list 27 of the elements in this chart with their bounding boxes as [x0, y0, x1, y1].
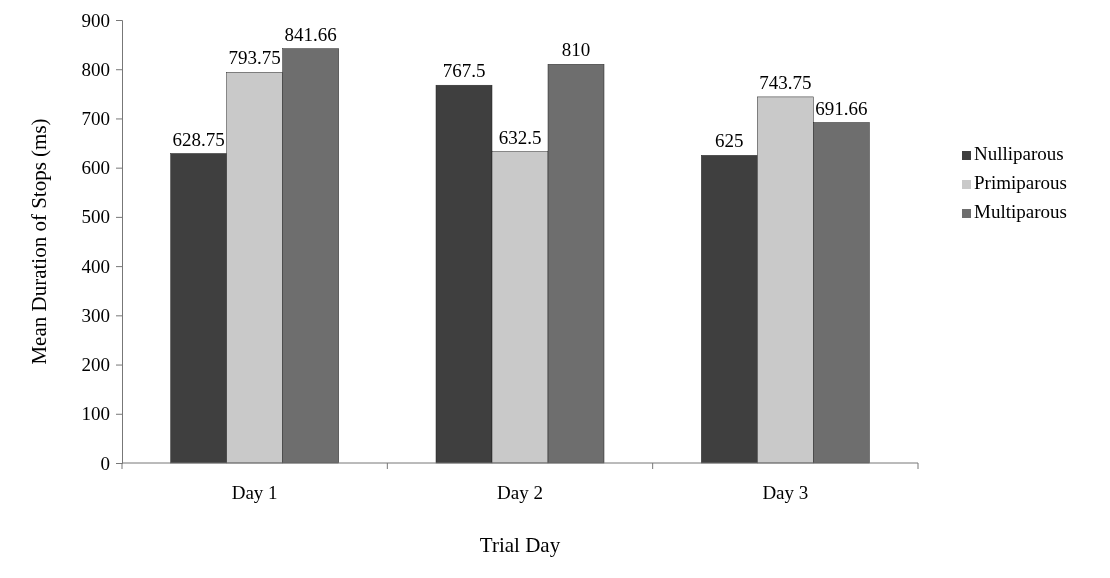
x-tick-label: Day 3 — [762, 482, 809, 503]
data-label: 632.5 — [498, 126, 542, 148]
y-tick-label: 700 — [81, 108, 110, 130]
data-label: 743.75 — [759, 71, 812, 93]
legend-label: Nulliparous — [974, 143, 1064, 164]
x-tick-label: Day 2 — [497, 482, 543, 503]
y-tick-label: 100 — [81, 403, 110, 425]
y-tick-label: 400 — [81, 255, 110, 277]
y-axis-title: Mean Duration of Stops (ms) — [27, 118, 51, 365]
y-tick-label: 900 — [81, 9, 110, 31]
y-tick-label: 600 — [81, 157, 110, 179]
x-tick-label: Day 1 — [231, 482, 278, 503]
y-tick-label: 800 — [81, 58, 110, 80]
x-axis-title: Trial Day — [479, 533, 561, 557]
data-label: 810 — [561, 39, 591, 61]
data-label: 793.75 — [228, 47, 281, 69]
data-label: 767.5 — [442, 60, 486, 82]
data-label: 628.75 — [172, 128, 225, 150]
y-tick-label: 0 — [100, 452, 110, 474]
data-label: 841.66 — [284, 23, 337, 45]
legend-label: Multiparous — [974, 201, 1067, 222]
data-label: 625 — [715, 130, 744, 152]
y-tick-label: 300 — [81, 304, 110, 326]
y-tick-label: 200 — [81, 354, 110, 376]
data-label: 691.66 — [815, 97, 868, 119]
legend-label: Primiparous — [974, 172, 1067, 193]
y-tick-label: 500 — [81, 206, 110, 228]
